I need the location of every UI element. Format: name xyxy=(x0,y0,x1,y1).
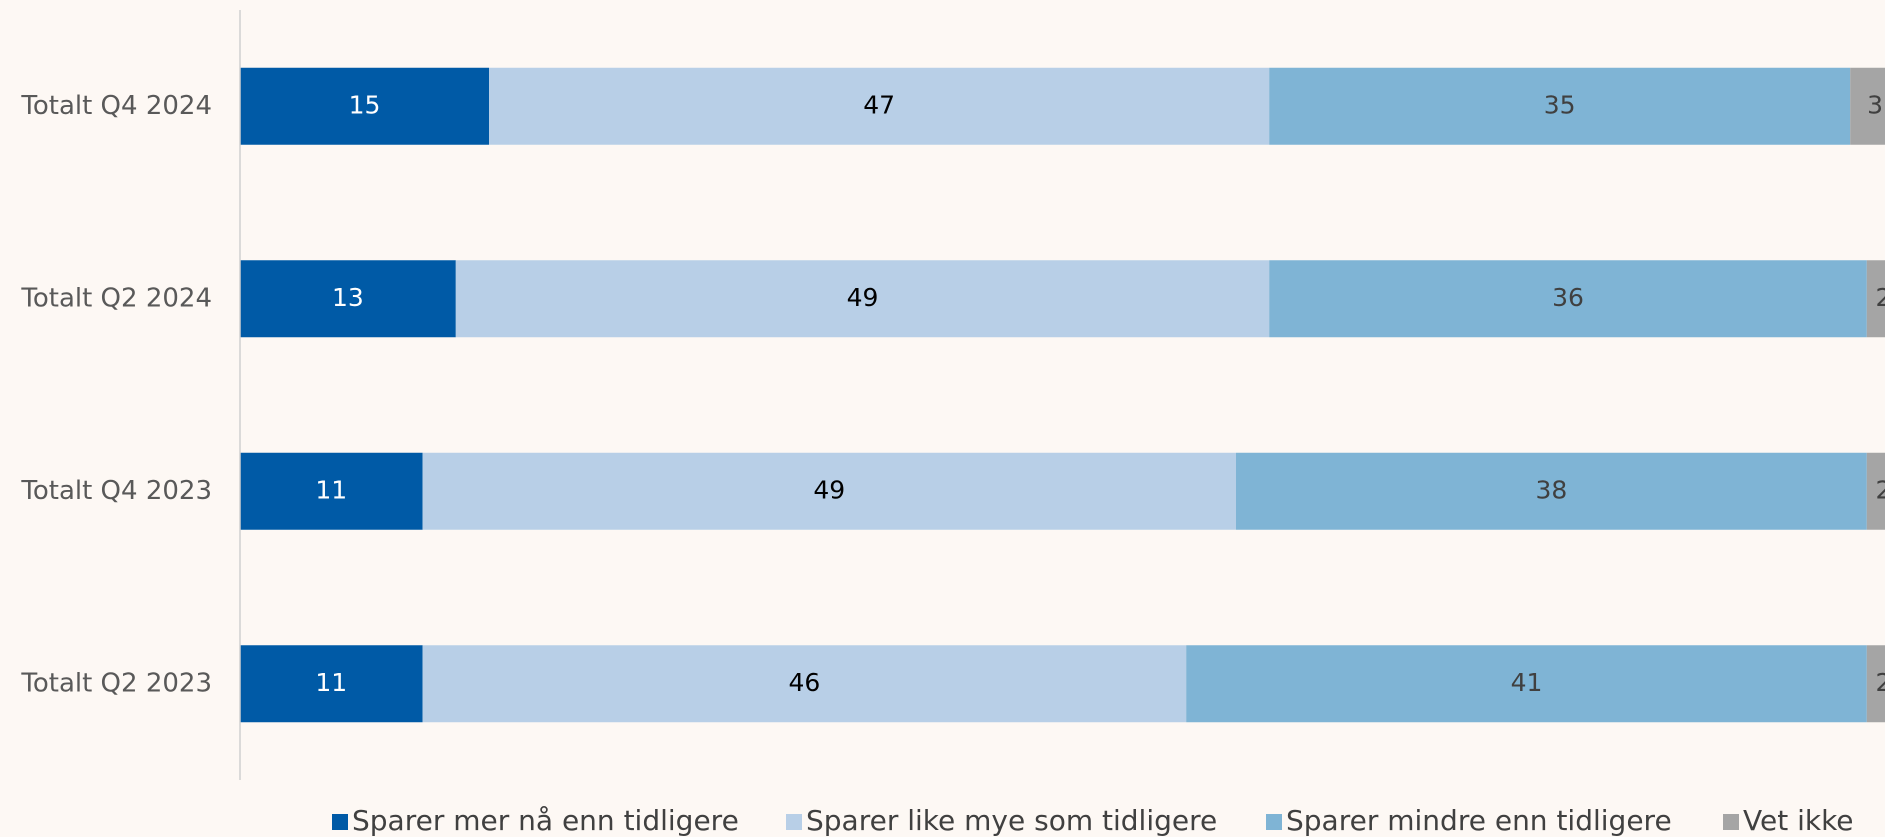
bar-segment xyxy=(422,645,1187,723)
data-label: 47 xyxy=(863,90,895,119)
bar-segment xyxy=(455,260,1270,338)
bar-segment xyxy=(1269,67,1851,145)
data-label: 13 xyxy=(332,283,364,312)
bar-segment xyxy=(1186,645,1867,723)
legend-swatch xyxy=(786,814,802,830)
data-label: 41 xyxy=(1511,668,1543,697)
y-tick-label: Totalt Q4 2023 xyxy=(20,476,212,506)
data-label: 3 xyxy=(1867,90,1883,119)
y-tick-label: Totalt Q2 2024 xyxy=(20,283,212,313)
bar-segment xyxy=(1269,260,1867,338)
data-label: 11 xyxy=(315,668,347,697)
bar-segment xyxy=(240,645,423,723)
bar-segment xyxy=(1866,452,1885,530)
data-label: 49 xyxy=(813,475,845,504)
bar-segment xyxy=(1866,260,1885,338)
data-label: 36 xyxy=(1552,283,1584,312)
bar-segment xyxy=(1850,67,1885,145)
data-label: 2 xyxy=(1875,668,1885,697)
data-label: 49 xyxy=(847,283,879,312)
data-label: 11 xyxy=(315,475,347,504)
y-tick-label: Totalt Q4 2024 xyxy=(20,91,212,121)
legend-swatch xyxy=(1723,814,1739,830)
legend-label: Sparer like mye som tidligere xyxy=(806,804,1217,837)
data-label: 38 xyxy=(1535,475,1567,504)
data-label: 15 xyxy=(349,90,381,119)
data-label: 2 xyxy=(1875,475,1885,504)
bar-segment xyxy=(1866,645,1885,723)
data-label: 35 xyxy=(1544,90,1576,119)
bar-segment xyxy=(240,67,489,145)
y-tick-label: Totalt Q2 2023 xyxy=(20,668,212,698)
bar-segment xyxy=(240,452,423,530)
bar-segment xyxy=(1236,452,1867,530)
bar-segment xyxy=(422,452,1237,530)
bar-segment xyxy=(489,67,1270,145)
legend-swatch xyxy=(332,814,348,830)
bar-segment xyxy=(240,260,456,338)
legend-label: Sparer mer nå enn tidligere xyxy=(352,804,739,837)
legend-label: Sparer mindre enn tidligere xyxy=(1286,804,1672,837)
legend-label: Vet ikke xyxy=(1743,804,1854,837)
data-label: 2 xyxy=(1875,283,1885,312)
legend-swatch xyxy=(1266,814,1282,830)
data-label: 46 xyxy=(788,668,820,697)
